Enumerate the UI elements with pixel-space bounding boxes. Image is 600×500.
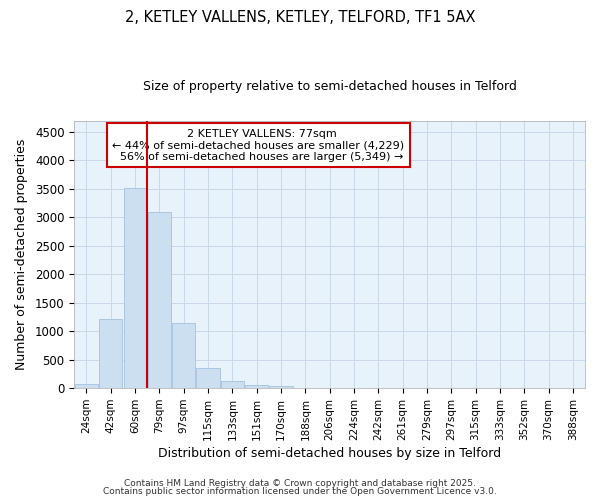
X-axis label: Distribution of semi-detached houses by size in Telford: Distribution of semi-detached houses by … xyxy=(158,447,501,460)
Bar xyxy=(245,386,268,388)
Text: 2 KETLEY VALLENS: 77sqm
← 44% of semi-detached houses are smaller (4,229)
  56% : 2 KETLEY VALLENS: 77sqm ← 44% of semi-de… xyxy=(112,128,404,162)
Bar xyxy=(221,382,244,388)
Bar xyxy=(75,384,98,388)
Bar xyxy=(196,368,220,388)
Text: Contains HM Land Registry data © Crown copyright and database right 2025.: Contains HM Land Registry data © Crown c… xyxy=(124,478,476,488)
Bar xyxy=(172,322,195,388)
Y-axis label: Number of semi-detached properties: Number of semi-detached properties xyxy=(15,138,28,370)
Bar xyxy=(269,386,293,388)
Bar xyxy=(99,318,122,388)
Bar xyxy=(148,212,171,388)
Bar xyxy=(124,188,146,388)
Text: 2, KETLEY VALLENS, KETLEY, TELFORD, TF1 5AX: 2, KETLEY VALLENS, KETLEY, TELFORD, TF1 … xyxy=(125,10,475,25)
Title: Size of property relative to semi-detached houses in Telford: Size of property relative to semi-detach… xyxy=(143,80,517,93)
Text: Contains public sector information licensed under the Open Government Licence v3: Contains public sector information licen… xyxy=(103,487,497,496)
